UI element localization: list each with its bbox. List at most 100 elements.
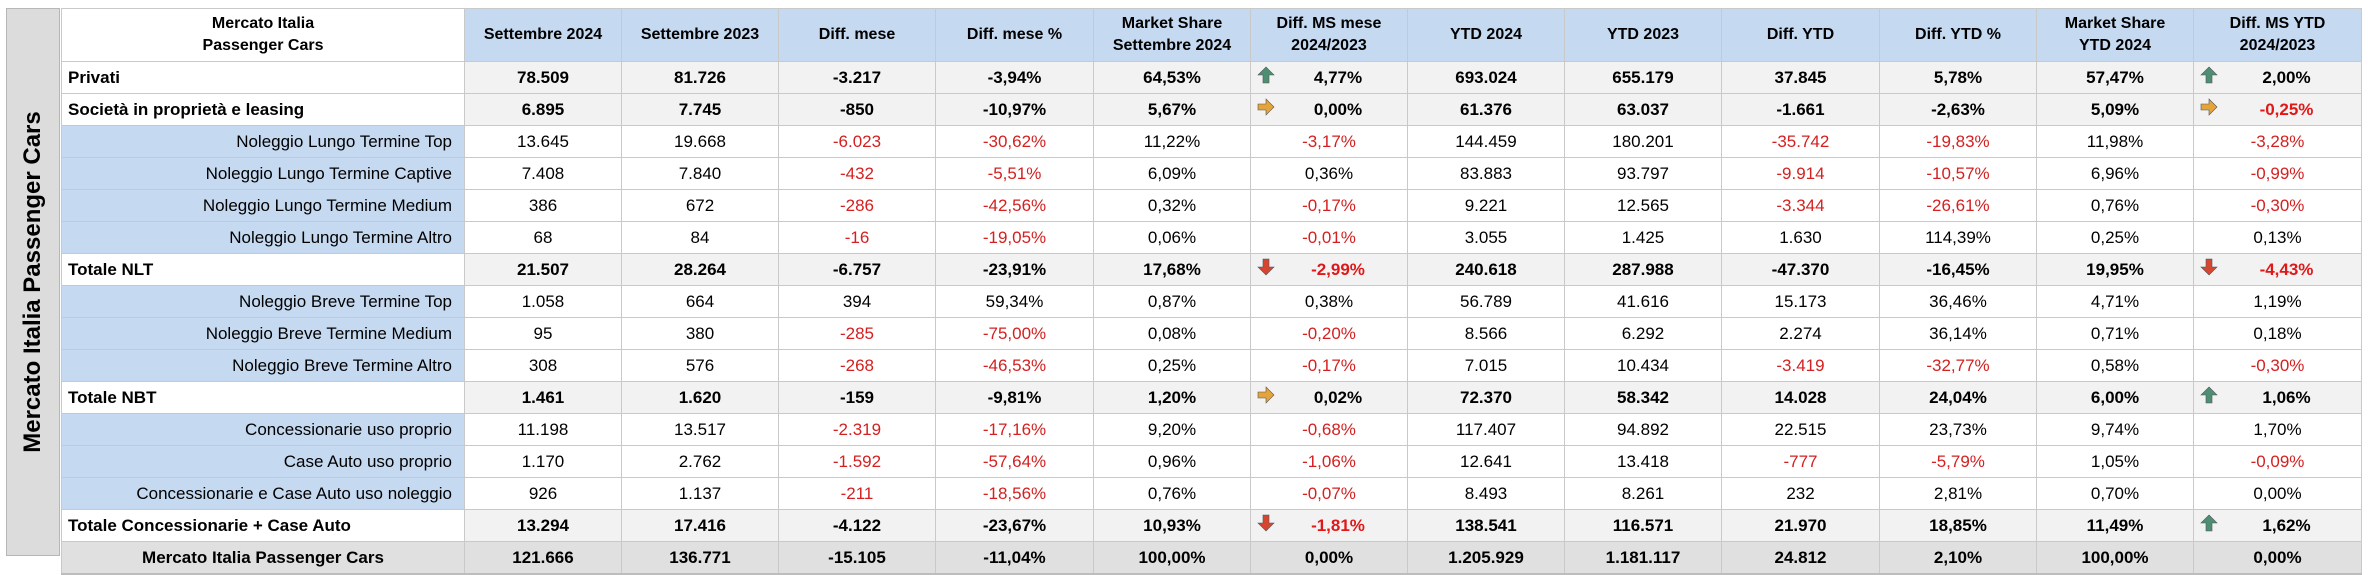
value-cell: 14.028 (1721, 381, 1880, 414)
value-cell: -19,83% (1879, 125, 2037, 158)
value-cell: -1.592 (778, 445, 936, 478)
value-cell: 0,38% (1250, 285, 1408, 318)
value-cell: -6.023 (778, 125, 936, 158)
value-cell: 7.745 (621, 93, 779, 126)
header-corner-title: Mercato Italia Passenger Cars (61, 8, 465, 62)
value-cell: 0,06% (1093, 221, 1251, 254)
value-cell: 7.840 (621, 157, 779, 190)
cell-value: 0,00% (1313, 99, 1363, 119)
value-cell: -47.370 (1721, 253, 1880, 286)
value-cell: -16,45% (1879, 253, 2037, 286)
value-cell: 0,36% (1250, 157, 1408, 190)
value-cell: -6.757 (778, 253, 936, 286)
row-label: Totale Concessionarie + Case Auto (61, 509, 465, 542)
value-cell: 1.425 (1564, 221, 1722, 254)
table-row: Totale NLT 21.507 28.264 -6.757 -23,91% 17,68… (61, 253, 2362, 286)
value-cell: -9.914 (1721, 157, 1880, 190)
value-cell: 17.416 (621, 509, 779, 542)
column-header: YTD 2024 (1407, 8, 1565, 62)
value-cell: -3,94% (935, 61, 1094, 94)
value-cell: 116.571 (1564, 509, 1722, 542)
value-cell: 394 (778, 285, 936, 318)
value-cell: 0,32% (1093, 189, 1251, 222)
row-label: Mercato Italia Passenger Cars (61, 541, 465, 575)
value-cell: -432 (778, 157, 936, 190)
value-cell: 1.205.929 (1407, 541, 1565, 575)
value-cell: 1,20% (1093, 381, 1251, 414)
value-cell: -3,28% (2193, 125, 2362, 158)
value-cell: 12.565 (1564, 189, 1722, 222)
value-cell: 81.726 (621, 61, 779, 94)
table-row: Privati 78.509 81.726 -3.217 -3,94% 64,53% 4,7… (61, 61, 2362, 94)
value-cell: 0,00% (2193, 477, 2362, 510)
value-cell: -75,00% (935, 317, 1094, 350)
value-cell: -18,56% (935, 477, 1094, 510)
column-header: Settembre 2023 (621, 8, 779, 62)
value-cell: 380 (621, 317, 779, 350)
table-row-sub: Noleggio Breve Termine Medium 95 380 -285 -7… (61, 317, 2362, 350)
value-cell-with-trend: 1,62% (2193, 509, 2362, 542)
header-line: Settembre 2024 (1112, 37, 1232, 54)
column-header: Market Share Settembre 2024 (1093, 8, 1251, 62)
cell-value: -0,25% (2259, 99, 2314, 119)
column-header: Settembre 2024 (464, 8, 622, 62)
table-row-sub: Noleggio Breve Termine Altro 308 576 -268 -4… (61, 349, 2362, 382)
value-cell: 9,74% (2036, 413, 2194, 446)
header-line: Settembre 2023 (640, 26, 760, 43)
value-cell: 13.517 (621, 413, 779, 446)
value-cell: 2.762 (621, 445, 779, 478)
cell-value: 0,02% (1313, 387, 1363, 407)
value-cell: 232 (1721, 477, 1880, 510)
value-cell: 0,76% (2036, 189, 2194, 222)
column-header: Diff. YTD (1721, 8, 1880, 62)
table-body: Privati 78.509 81.726 -3.217 -3,94% 64,53% 4,7… (61, 61, 2362, 575)
value-cell: 57,47% (2036, 61, 2194, 94)
value-cell: -10,57% (1879, 157, 2037, 190)
value-cell: 41.616 (1564, 285, 1722, 318)
header-line: YTD 2024 (1449, 26, 1523, 43)
value-cell: -5,51% (935, 157, 1094, 190)
value-cell: 19,95% (2036, 253, 2194, 286)
row-label: Noleggio Lungo Termine Medium (61, 189, 465, 222)
value-cell: 0,70% (2036, 477, 2194, 510)
row-label: Noleggio Lungo Termine Altro (61, 221, 465, 254)
value-cell: -0,99% (2193, 157, 2362, 190)
trend-up-arrow-icon (2200, 66, 2218, 89)
table-row: Società in proprietà e leasing 6.895 7.745… (61, 93, 2362, 126)
column-header: YTD 2023 (1564, 8, 1722, 62)
value-cell: 17,68% (1093, 253, 1251, 286)
value-cell: -16 (778, 221, 936, 254)
value-cell: 0,76% (1093, 477, 1251, 510)
value-cell-with-trend: -0,25% (2193, 93, 2362, 126)
column-header: Diff. YTD % (1879, 8, 2037, 62)
value-cell: 58.342 (1564, 381, 1722, 414)
row-label: Case Auto uso proprio (61, 445, 465, 478)
cell-value: -4,43% (2259, 259, 2314, 279)
value-cell: -0,07% (1250, 477, 1408, 510)
value-cell: 24,04% (1879, 381, 2037, 414)
value-cell: 61.376 (1407, 93, 1565, 126)
value-cell: 0,71% (2036, 317, 2194, 350)
value-cell: 655.179 (1564, 61, 1722, 94)
value-cell: -285 (778, 317, 936, 350)
value-cell: -0,30% (2193, 189, 2362, 222)
column-header: Diff. MS mese 2024/2023 (1250, 8, 1408, 62)
value-cell: 2,10% (1879, 541, 2037, 575)
trend-up-arrow-icon (2200, 514, 2218, 537)
value-cell: 7.015 (1407, 349, 1565, 382)
value-cell: 78.509 (464, 61, 622, 94)
value-cell: 22.515 (1721, 413, 1880, 446)
trend-up-arrow-icon (2200, 386, 2218, 409)
cell-value: -1,81% (1311, 515, 1365, 535)
value-cell-with-trend: -4,43% (2193, 253, 2362, 286)
value-cell: 10.434 (1564, 349, 1722, 382)
value-cell: -850 (778, 93, 936, 126)
header-line: Mercato Italia (211, 15, 315, 32)
row-label: Totale NLT (61, 253, 465, 286)
value-cell: 693.024 (1407, 61, 1565, 94)
value-cell: 114,39% (1879, 221, 2037, 254)
value-cell: 1,19% (2193, 285, 2362, 318)
value-cell: 6,96% (2036, 157, 2194, 190)
cell-value: 1,06% (2262, 387, 2311, 407)
value-cell: 1,70% (2193, 413, 2362, 446)
